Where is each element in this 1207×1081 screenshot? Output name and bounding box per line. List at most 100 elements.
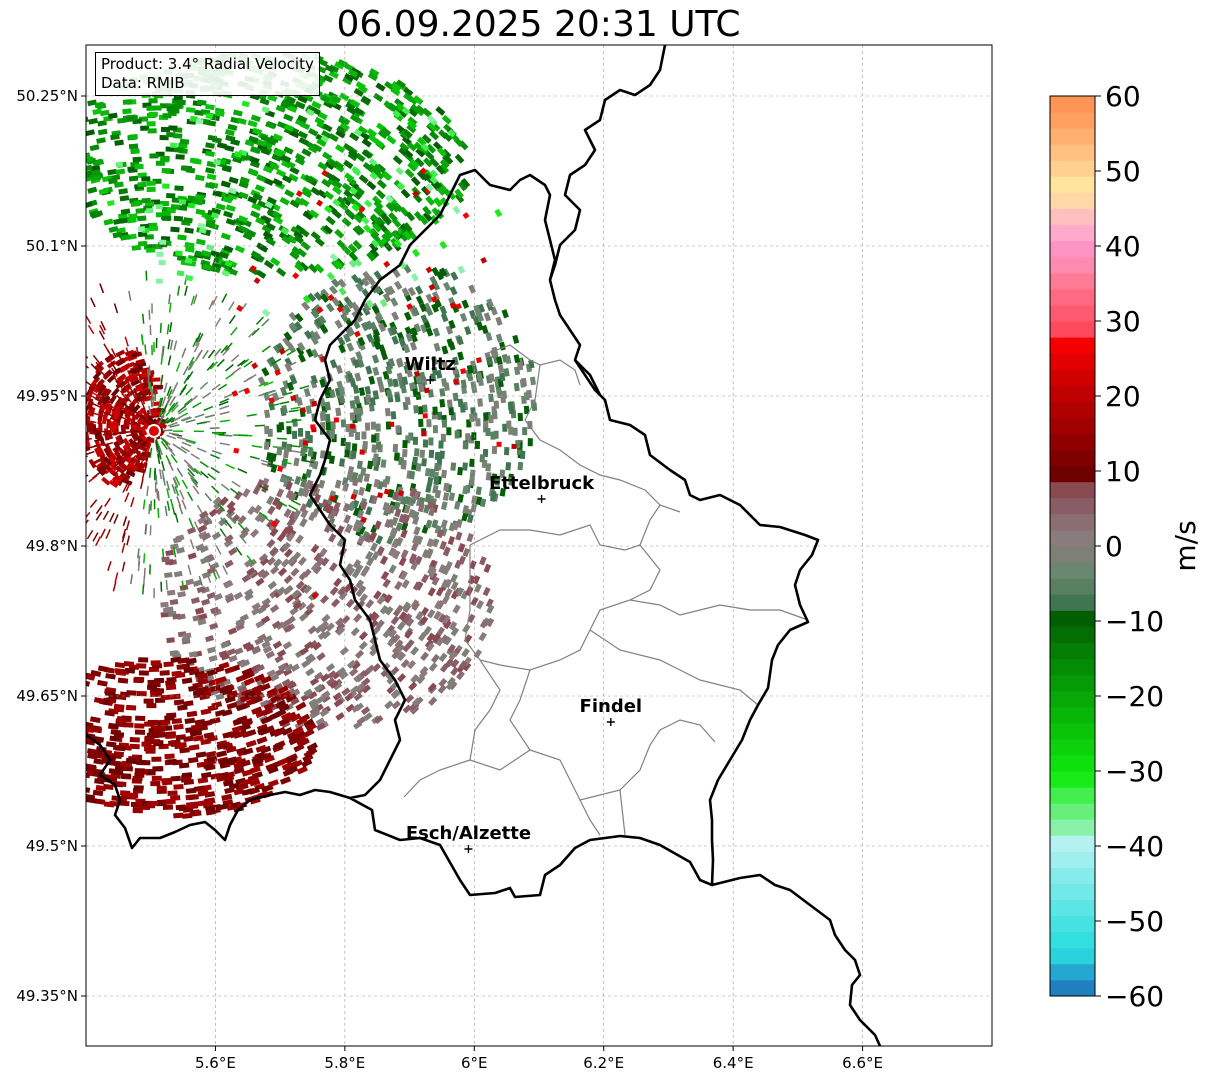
echo-cell xyxy=(471,432,477,441)
echo-ray xyxy=(67,562,72,570)
colorbar-tick-label: −30 xyxy=(1105,755,1164,788)
echo-cell xyxy=(324,389,331,399)
echo-ray xyxy=(159,322,162,334)
echo-cell xyxy=(252,485,261,495)
echo-cell xyxy=(184,227,194,234)
echo-cell xyxy=(421,134,432,144)
echo-cell xyxy=(112,769,124,776)
echo-cell xyxy=(353,106,365,116)
echo-cell xyxy=(372,366,380,376)
colorbar-segment xyxy=(1050,867,1095,884)
echo-cell xyxy=(165,684,177,691)
echo-cell xyxy=(251,645,261,654)
echo-cell xyxy=(385,202,396,213)
echo-cell xyxy=(330,278,340,288)
echo-ray xyxy=(34,492,43,497)
echo-cell xyxy=(505,462,512,471)
echo-ray xyxy=(216,358,225,368)
echo-cell xyxy=(269,135,280,144)
echo-cell xyxy=(276,446,283,456)
echo-cell xyxy=(393,501,401,511)
echo-ray xyxy=(176,285,181,296)
echo-cell xyxy=(384,593,393,604)
echo-cell xyxy=(431,356,438,366)
echo-cell xyxy=(417,503,425,513)
echo-cell xyxy=(452,604,461,614)
echo-cell xyxy=(186,526,197,535)
echo-cell xyxy=(168,125,178,131)
echo-cell xyxy=(64,742,75,749)
echo-cell xyxy=(329,430,335,439)
echo-cell xyxy=(337,59,348,68)
echo-cell xyxy=(310,562,320,572)
echo-cell xyxy=(411,307,420,317)
colorbar-tick-label: 20 xyxy=(1105,380,1141,413)
echo-cell xyxy=(389,421,395,427)
echo-cell xyxy=(169,599,179,606)
echo-cell xyxy=(89,716,101,724)
echo-ray xyxy=(162,475,166,486)
echo-cell xyxy=(133,785,144,791)
echo-cell xyxy=(341,196,352,207)
echo-cell xyxy=(415,362,422,372)
echo-cell xyxy=(239,613,250,622)
echo-cell xyxy=(113,218,123,225)
echo-cell xyxy=(342,502,351,513)
echo-cell xyxy=(422,404,428,413)
echo-cell xyxy=(346,342,355,352)
echo-cell xyxy=(448,492,456,502)
echo-cell xyxy=(413,526,421,536)
echo-cell xyxy=(462,441,468,450)
echo-cell xyxy=(486,298,494,308)
echo-cell xyxy=(250,146,262,154)
echo-cell xyxy=(444,587,453,598)
echo-cell xyxy=(346,372,355,382)
echo-cell xyxy=(321,694,331,704)
echo-cell xyxy=(361,149,372,159)
echo-ray xyxy=(122,516,128,527)
echo-cell xyxy=(477,398,484,407)
echo-cell xyxy=(122,765,134,772)
echo-cell xyxy=(418,418,424,427)
echo-cell xyxy=(266,556,276,566)
echo-cell xyxy=(382,170,393,181)
echo-cell xyxy=(428,662,438,672)
echo-cell xyxy=(412,95,424,105)
echo-cell xyxy=(469,458,475,468)
echo-cell xyxy=(295,152,306,162)
echo-cell xyxy=(408,681,418,691)
echo-cell xyxy=(371,663,382,673)
echo-cell xyxy=(72,744,83,751)
echo-ray xyxy=(63,317,69,325)
echo-cell xyxy=(256,736,268,745)
colorbar-segment xyxy=(1050,529,1095,547)
echo-cell xyxy=(363,473,371,483)
echo-cell xyxy=(51,757,62,765)
echo-cell xyxy=(213,665,225,674)
echo-cell xyxy=(426,538,435,548)
echo-cell xyxy=(373,270,383,280)
echo-cell xyxy=(114,139,124,146)
echo-ray xyxy=(74,380,82,385)
echo-cell xyxy=(370,421,377,430)
echo-cell xyxy=(325,421,332,431)
echo-cell xyxy=(281,174,293,184)
echo-cell xyxy=(93,697,105,704)
echo-cell xyxy=(52,169,62,177)
echo-cell xyxy=(86,753,87,761)
echo-cell xyxy=(322,123,333,133)
echo-ray xyxy=(150,397,153,408)
echo-cell xyxy=(327,159,338,169)
echo-ray xyxy=(67,475,76,480)
echo-cell xyxy=(151,377,161,382)
echo-cell xyxy=(390,86,401,97)
echo-cell xyxy=(386,535,395,545)
echo-cell xyxy=(125,116,136,123)
echo-ray xyxy=(208,349,216,359)
echo-cell xyxy=(270,202,281,212)
echo-ray xyxy=(64,524,71,531)
echo-cell xyxy=(369,397,376,406)
echo-ray xyxy=(166,434,177,440)
